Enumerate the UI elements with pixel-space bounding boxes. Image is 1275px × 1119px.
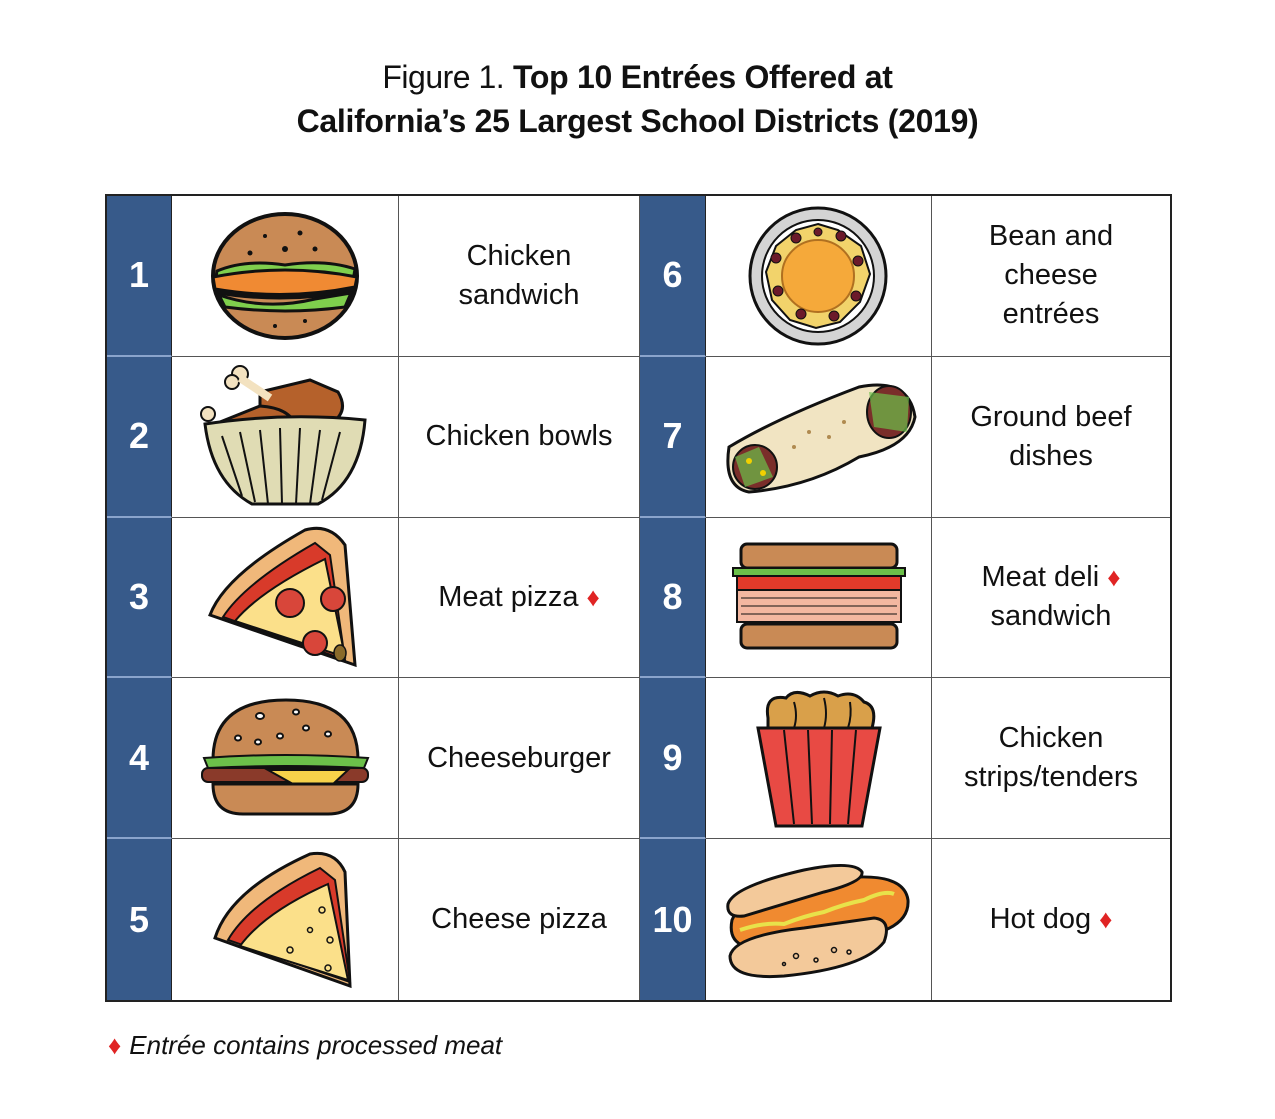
rank-3: 3: [107, 517, 172, 679]
burrito-icon: [706, 356, 932, 518]
cheese-pizza-icon: [172, 839, 399, 1000]
footnote-text: Entrée contains processed meat: [129, 1030, 503, 1060]
entree-name-4: Cheeseburger: [399, 678, 640, 840]
figure-lead: Figure 1.: [382, 59, 505, 95]
chicken-bowl-icon: [172, 356, 399, 518]
entree-name-2: Chicken bowls: [399, 356, 640, 518]
entree-name-10: Hot dog ♦: [989, 903, 1113, 936]
figure-title-line1: Top 10 Entrées Offered at: [513, 59, 893, 95]
deli-sandwich-icon: [706, 517, 932, 679]
rank-1: 1: [107, 196, 172, 357]
rank-8: 8: [640, 517, 706, 679]
processed-meat-marker: ♦: [1099, 904, 1113, 935]
entree-name-5: Cheese pizza: [399, 839, 640, 1000]
rank-2: 2: [107, 356, 172, 518]
processed-meat-marker: ♦: [1107, 562, 1121, 593]
nachos-plate-icon: [706, 196, 932, 357]
chicken-tenders-icon: [706, 678, 932, 840]
figure-title: Figure 1. Top 10 Entrées Offered at Cali…: [0, 55, 1275, 143]
pepperoni-pizza-icon: [172, 517, 399, 679]
footnote: ♦ Entrée contains processed meat: [108, 1030, 502, 1061]
entree-name-3: Meat pizza ♦: [399, 517, 640, 679]
entree-name-9: Chicken strips/tenders: [932, 678, 1170, 840]
rank-9: 9: [640, 678, 706, 840]
entrees-table: 1 Chicken sandwich 6 Bean and cheese entrée…: [105, 194, 1172, 1002]
cheeseburger-icon: [172, 678, 399, 840]
figure-title-line2: California’s 25 Largest School Districts…: [296, 103, 979, 139]
rank-6: 6: [640, 196, 706, 357]
rank-10: 10: [640, 839, 706, 1000]
rank-5: 5: [107, 839, 172, 1000]
entree-name-1: Chicken sandwich: [399, 196, 640, 357]
chicken-sandwich-icon: [172, 196, 399, 357]
hot-dog-icon: [706, 839, 932, 1000]
rank-4: 4: [107, 678, 172, 840]
rank-7: 7: [640, 356, 706, 518]
entree-name-6: Bean and cheese entrées: [932, 196, 1170, 357]
entree-name-7: Ground beef dishes: [932, 357, 1170, 518]
entree-name-8: Meat deli ♦ sandwich: [932, 518, 1170, 679]
processed-meat-marker: ♦: [586, 581, 600, 612]
processed-meat-marker-icon: ♦: [108, 1030, 122, 1060]
